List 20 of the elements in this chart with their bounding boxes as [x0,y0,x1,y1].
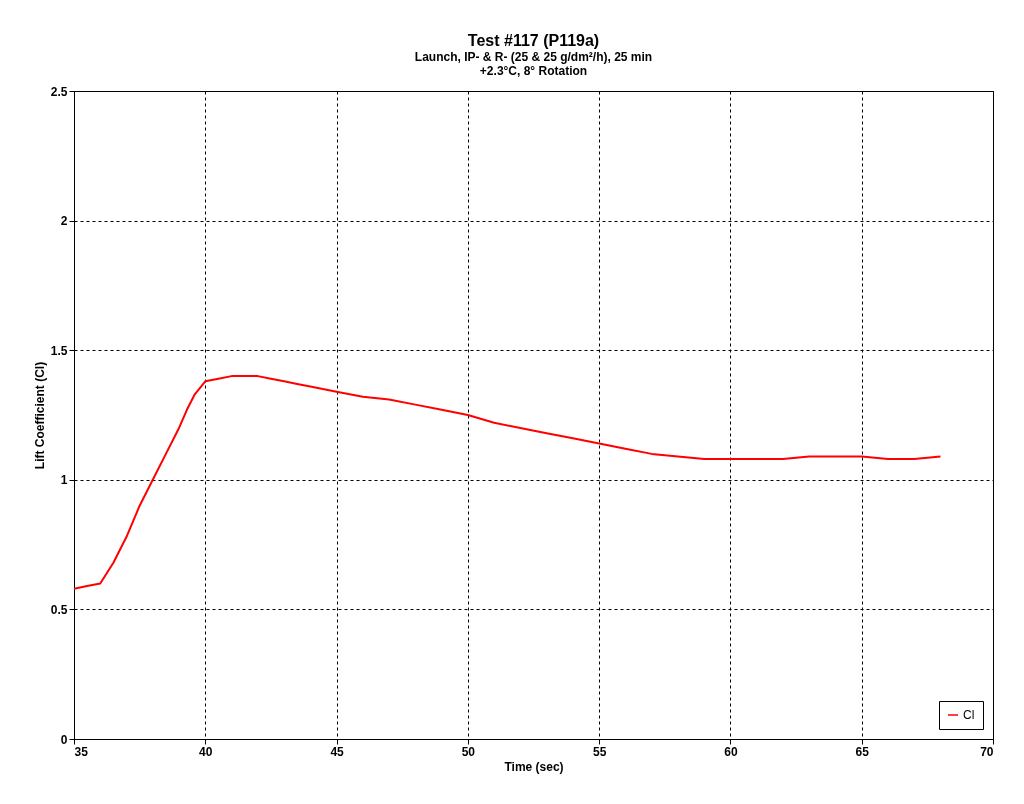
x-tick-label: 35 [74,744,89,759]
x-tick-label: 45 [330,744,345,759]
x-axis-title: Time (sec) [504,759,564,774]
x-tick-label: 60 [724,744,738,759]
legend-label: Cl [963,708,975,722]
x-tick-label: 70 [980,744,994,759]
y-tick-label: 0 [60,732,68,747]
x-tick-label: 55 [592,744,607,759]
line-series [74,375,942,590]
y-tick-label: 2 [60,214,68,229]
x-tick-label: 40 [199,744,213,759]
y-tick-label: 0.5 [50,602,68,617]
y-tick-label: 1 [60,473,68,488]
x-tick-label: 65 [855,744,870,759]
y-tick-label: 1.5 [50,343,68,358]
y-tick-label: 2.5 [50,84,68,99]
x-tick-label: 50 [461,744,476,759]
chart-title: Test #117 (P119a) [467,32,600,49]
chart-subtitle: Launch, IP- & R- (25 & 25 g/dm²/h), 25 min +2.3°C, 8° Rotation [414,50,653,78]
y-axis-title: Lift Coefficient (Cl) [32,361,47,470]
